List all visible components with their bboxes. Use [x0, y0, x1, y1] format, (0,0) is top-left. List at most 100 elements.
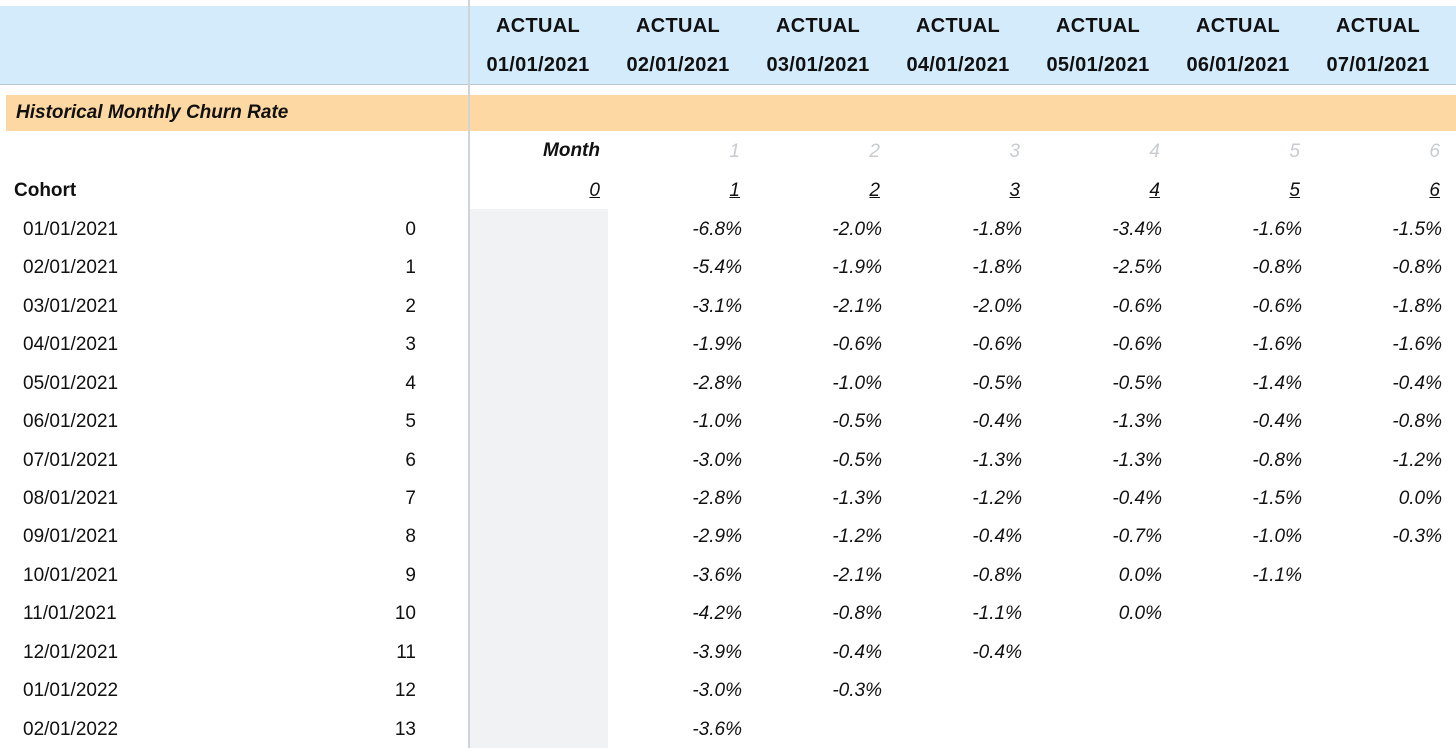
churn-rate-cell[interactable]: -1.3%: [972, 449, 1022, 471]
churn-rate-cell[interactable]: -0.4%: [1252, 411, 1302, 433]
cohort-date-cell[interactable]: 11/01/2021: [23, 603, 117, 625]
cohort-date-cell[interactable]: 01/01/2022: [23, 680, 119, 702]
churn-rate-cell[interactable]: -0.4%: [832, 641, 882, 663]
cohort-index-cell[interactable]: 6: [405, 449, 416, 471]
cohort-index-cell[interactable]: 9: [405, 564, 416, 586]
churn-rate-cell[interactable]: -0.8%: [1252, 449, 1302, 471]
cohort-date-cell[interactable]: 01/01/2021: [23, 219, 119, 240]
header-actual-label[interactable]: ACTUAL: [1335, 15, 1420, 37]
header-actual-label[interactable]: ACTUAL: [495, 15, 580, 37]
churn-rate-cell[interactable]: -0.4%: [1392, 372, 1442, 394]
cohort-date-cell[interactable]: 07/01/2021: [23, 449, 119, 471]
header-actual-label[interactable]: ACTUAL: [1195, 15, 1280, 37]
churn-rate-cell[interactable]: -2.5%: [1112, 257, 1162, 279]
churn-rate-cell[interactable]: -0.5%: [972, 372, 1022, 394]
cohort-index-cell[interactable]: 0: [405, 219, 416, 240]
churn-rate-cell[interactable]: -0.8%: [1392, 411, 1442, 433]
churn-rate-cell[interactable]: -5.4%: [692, 257, 742, 279]
churn-rate-cell[interactable]: -0.3%: [1392, 526, 1442, 548]
churn-rate-cell[interactable]: -1.2%: [972, 488, 1022, 509]
churn-rate-cell[interactable]: 0.0%: [1118, 564, 1162, 586]
churn-rate-cell[interactable]: -1.8%: [972, 219, 1022, 240]
churn-rate-cell[interactable]: -0.6%: [972, 334, 1022, 356]
churn-rate-cell[interactable]: -0.8%: [832, 603, 882, 625]
header-actual-label[interactable]: ACTUAL: [915, 15, 1000, 37]
churn-rate-cell[interactable]: -3.1%: [692, 295, 742, 317]
churn-rate-cell[interactable]: -3.0%: [692, 449, 742, 471]
churn-rate-cell[interactable]: -1.5%: [1252, 488, 1302, 509]
header-date-label[interactable]: 06/01/2021: [1186, 54, 1290, 76]
churn-rate-cell[interactable]: -1.4%: [1252, 372, 1302, 394]
churn-rate-cell[interactable]: -1.8%: [1392, 295, 1442, 317]
month-number[interactable]: 6: [1429, 180, 1440, 201]
churn-rate-cell[interactable]: -0.8%: [972, 564, 1022, 586]
header-date-label[interactable]: 02/01/2021: [626, 54, 730, 76]
churn-rate-cell[interactable]: -0.4%: [1112, 488, 1162, 509]
header-date-label[interactable]: 05/01/2021: [1046, 54, 1150, 76]
churn-rate-cell[interactable]: -2.8%: [692, 488, 742, 509]
churn-rate-cell[interactable]: -2.0%: [972, 295, 1022, 317]
churn-rate-cell[interactable]: -0.6%: [1252, 295, 1302, 317]
churn-rate-cell[interactable]: -2.9%: [692, 526, 742, 548]
churn-rate-cell[interactable]: -1.8%: [972, 257, 1022, 279]
churn-rate-cell[interactable]: -1.0%: [832, 372, 882, 394]
churn-rate-cell[interactable]: 0.0%: [1398, 488, 1442, 509]
cohort-index-cell[interactable]: 13: [394, 718, 416, 740]
churn-rate-cell[interactable]: -0.6%: [1112, 295, 1162, 317]
cohort-date-cell[interactable]: 05/01/2021: [23, 372, 119, 394]
churn-rate-cell[interactable]: -1.2%: [832, 526, 882, 548]
cohort-index-cell[interactable]: 11: [396, 641, 416, 663]
cohort-index-cell[interactable]: 12: [394, 680, 416, 702]
cohort-date-cell[interactable]: 02/01/2021: [23, 257, 119, 279]
churn-rate-cell[interactable]: -0.5%: [832, 411, 882, 433]
churn-rate-cell[interactable]: -1.2%: [1392, 449, 1442, 471]
header-date-label[interactable]: 07/01/2021: [1326, 54, 1430, 76]
month-number[interactable]: 3: [1009, 180, 1020, 201]
header-date-label[interactable]: 03/01/2021: [766, 54, 870, 76]
cohort-date-cell[interactable]: 03/01/2021: [23, 295, 119, 317]
cohort-index-cell[interactable]: 10: [394, 603, 416, 625]
churn-rate-cell[interactable]: -0.6%: [1112, 334, 1162, 356]
churn-rate-cell[interactable]: -2.1%: [832, 295, 882, 317]
header-date-label[interactable]: 01/01/2021: [486, 54, 590, 76]
cohort-date-cell[interactable]: 06/01/2021: [23, 411, 119, 433]
cohort-index-cell[interactable]: 8: [405, 526, 416, 548]
churn-rate-cell[interactable]: -0.4%: [972, 641, 1022, 663]
churn-rate-cell[interactable]: -0.8%: [1392, 257, 1442, 279]
churn-rate-cell[interactable]: -1.3%: [832, 488, 882, 509]
churn-rate-cell[interactable]: -0.4%: [972, 411, 1022, 433]
cohort-index-cell[interactable]: 3: [405, 334, 416, 356]
cohort-date-cell[interactable]: 02/01/2022: [23, 718, 119, 740]
churn-rate-cell[interactable]: -1.6%: [1392, 334, 1442, 356]
churn-rate-cell[interactable]: -1.9%: [832, 257, 882, 279]
cohort-index-cell[interactable]: 4: [405, 372, 416, 394]
churn-rate-cell[interactable]: -0.5%: [832, 449, 882, 471]
churn-rate-cell[interactable]: -2.0%: [832, 219, 882, 240]
churn-rate-cell[interactable]: -0.4%: [972, 526, 1022, 548]
churn-rate-cell[interactable]: -1.3%: [1112, 449, 1162, 471]
churn-rate-cell[interactable]: -3.9%: [692, 641, 742, 663]
churn-rate-cell[interactable]: -1.1%: [972, 603, 1022, 625]
cohort-date-cell[interactable]: 09/01/2021: [23, 526, 119, 548]
header-actual-label[interactable]: ACTUAL: [775, 15, 860, 37]
churn-rate-cell[interactable]: -1.6%: [1252, 219, 1302, 240]
churn-rate-cell[interactable]: -3.6%: [692, 718, 742, 740]
churn-rate-cell[interactable]: -1.1%: [1252, 564, 1302, 586]
churn-rate-cell[interactable]: -1.9%: [692, 334, 742, 356]
churn-rate-cell[interactable]: -6.8%: [692, 219, 742, 240]
month-number[interactable]: 5: [1289, 180, 1300, 201]
churn-rate-cell[interactable]: -1.0%: [1252, 526, 1302, 548]
churn-rate-cell[interactable]: -0.6%: [832, 334, 882, 356]
cohort-date-cell[interactable]: 08/01/2021: [23, 488, 119, 509]
cohort-date-cell[interactable]: 10/01/2021: [23, 564, 119, 586]
month-number[interactable]: 1: [729, 180, 740, 201]
churn-rate-cell[interactable]: -0.8%: [1252, 257, 1302, 279]
churn-rate-cell[interactable]: -3.6%: [692, 564, 742, 586]
churn-rate-cell[interactable]: -4.2%: [692, 603, 742, 625]
churn-rate-cell[interactable]: -0.5%: [1112, 372, 1162, 394]
cohort-index-cell[interactable]: 5: [405, 411, 416, 433]
frozen-column-divider[interactable]: [468, 0, 470, 748]
churn-rate-cell[interactable]: -1.5%: [1392, 219, 1442, 240]
churn-rate-cell[interactable]: -1.3%: [1112, 411, 1162, 433]
churn-rate-cell[interactable]: -1.0%: [692, 411, 742, 433]
